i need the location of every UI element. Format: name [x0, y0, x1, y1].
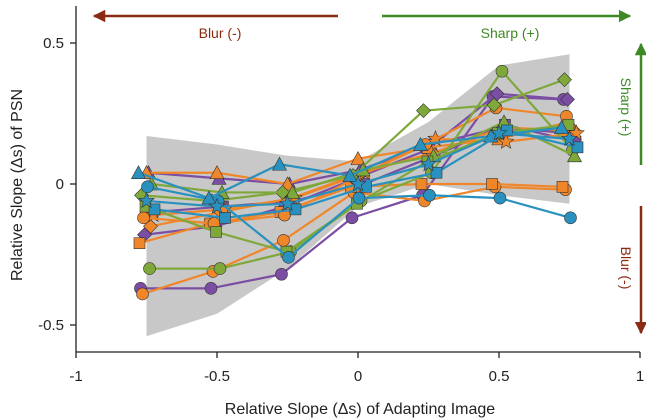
data-point-triangle: [350, 150, 366, 165]
data-point-circle: [564, 211, 577, 225]
tick-layer: -1 -0.5 0 0.5 1 -0.5 0 0.5: [38, 35, 644, 385]
data-point-circle: [282, 251, 295, 264]
data-point-circle: [495, 64, 509, 78]
sharp-top-label: Sharp (+): [481, 25, 540, 41]
data-point-square: [430, 166, 443, 179]
data-point-triangle: [412, 136, 429, 151]
data-point-diamond: [557, 72, 572, 88]
data-point-circle: [352, 191, 366, 205]
data-point-star: [349, 175, 367, 192]
data-point-circle: [275, 267, 288, 281]
data-point-square: [219, 212, 231, 224]
data-point-triangle: [553, 119, 570, 134]
data-point-diamond: [560, 91, 575, 107]
x-tick-label: 0: [354, 368, 362, 385]
data-point-star: [420, 155, 437, 172]
data-point-triangle: [209, 165, 225, 180]
data-point-star: [208, 197, 226, 214]
data-point-square: [571, 141, 584, 154]
data-point-circle: [277, 234, 290, 247]
y-tick-label: 0.5: [43, 35, 64, 52]
data-point-circle: [213, 262, 227, 275]
series-layer: [130, 64, 585, 301]
data-point-circle: [423, 188, 436, 202]
data-point-triangle: [130, 165, 147, 180]
y-tick-label: -0.5: [38, 317, 64, 334]
data-point-diamond: [416, 103, 431, 119]
data-point-star: [279, 194, 296, 211]
blur-top-label: Blur (-): [199, 25, 242, 41]
y-tick-label: 0: [56, 176, 64, 193]
data-point-triangle: [566, 148, 583, 163]
data-point-square: [486, 178, 498, 190]
x-tick-label: -0.5: [204, 368, 230, 385]
sharp-side-label: Sharp (+): [618, 78, 634, 137]
data-point-star: [561, 130, 578, 147]
data-point-circle: [345, 211, 359, 225]
data-point-square: [415, 178, 428, 190]
data-point-square: [556, 181, 569, 193]
data-point-square: [210, 226, 222, 238]
data-point-square: [133, 237, 146, 250]
data-point-circle: [141, 180, 154, 194]
data-point-circle: [493, 191, 507, 205]
series-17: [138, 124, 578, 214]
blur-side-label: Blur (-): [618, 247, 634, 290]
data-point-star: [490, 124, 508, 141]
data-point-circle: [204, 282, 218, 295]
data-point-star: [138, 192, 155, 209]
data-point-square: [289, 203, 302, 216]
data-point-triangle: [284, 184, 301, 199]
data-point-circle: [143, 262, 156, 275]
data-point-circle: [137, 211, 150, 225]
series-16: [148, 124, 584, 224]
x-tick-label: 0.5: [489, 368, 510, 385]
x-tick-label: -1: [69, 368, 82, 385]
x-tick-label: 1: [636, 368, 644, 385]
data-point-diamond: [486, 97, 502, 113]
data-point-circle: [136, 287, 149, 301]
y-axis-label: Relative Slope (Δs) of PSN: [9, 89, 26, 281]
data-point-square: [148, 203, 161, 216]
data-point-star: [497, 132, 515, 149]
data-point-triangle: [271, 156, 288, 171]
x-axis-label: Relative Slope (Δs) of Adapting Image: [225, 401, 495, 418]
